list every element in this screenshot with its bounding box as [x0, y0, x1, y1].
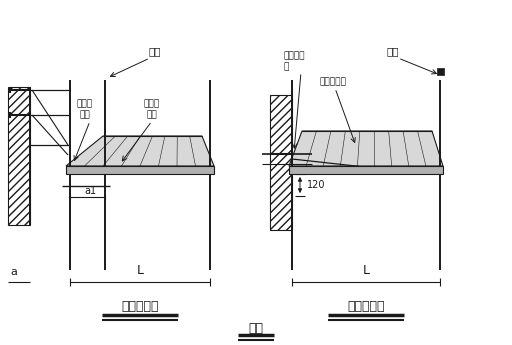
Bar: [270, 95, 292, 230]
Text: a: a: [11, 267, 17, 277]
Text: 图一: 图一: [248, 322, 264, 335]
Text: 横向水
平杆: 横向水 平杆: [77, 100, 93, 119]
Text: 立杆: 立杆: [387, 46, 399, 56]
Polygon shape: [289, 131, 443, 166]
Text: 双排脚手架: 双排脚手架: [121, 300, 159, 314]
Text: a1: a1: [84, 186, 97, 196]
Text: 纵向水平杆: 纵向水平杆: [320, 77, 347, 86]
Text: L: L: [137, 264, 143, 277]
Text: L: L: [362, 264, 370, 277]
Text: 单排脚手架: 单排脚手架: [347, 300, 385, 314]
Bar: [437, 68, 444, 75]
Text: 横向水平
杆: 横向水平 杆: [283, 52, 305, 71]
Bar: [66, 166, 214, 174]
Bar: [289, 166, 443, 174]
Text: 120: 120: [307, 180, 326, 190]
Text: 纵向水
平杆: 纵向水 平杆: [144, 100, 160, 119]
Polygon shape: [66, 136, 214, 166]
Text: 立杆: 立杆: [149, 46, 161, 56]
Bar: [8, 87, 30, 225]
